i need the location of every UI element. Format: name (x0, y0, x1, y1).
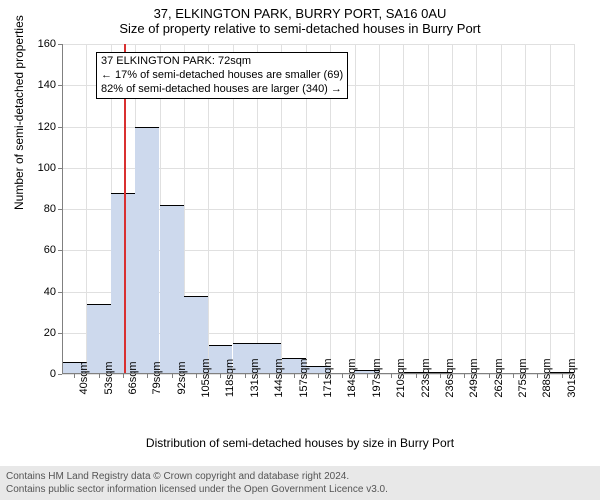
ytick-mark (58, 374, 62, 375)
xtick-label: 66sqm (127, 361, 139, 394)
ytick-label: 60 (44, 244, 56, 256)
xtick-label: 184sqm (346, 358, 358, 397)
xtick-label: 79sqm (151, 361, 163, 394)
ytick-label: 100 (38, 162, 56, 174)
xtick-label: 53sqm (103, 361, 115, 394)
annotation-line: 82% of semi-detached houses are larger (… (101, 83, 343, 97)
xtick-mark (196, 374, 197, 378)
xtick-label: 171sqm (322, 358, 334, 397)
annotation-line: ← 17% of semi-detached houses are smalle… (101, 69, 343, 83)
xtick-label: 131sqm (249, 358, 261, 397)
xtick-mark (220, 374, 221, 378)
xtick-mark (294, 374, 295, 378)
ytick-label: 140 (38, 79, 56, 91)
x-axis-label: Distribution of semi-detached houses by … (0, 436, 600, 450)
xtick-mark (489, 374, 490, 378)
xtick-mark (74, 374, 75, 378)
gridline-v (550, 44, 551, 374)
xtick-label: 275sqm (517, 358, 529, 397)
xtick-mark (318, 374, 319, 378)
footer-line-2: Contains public sector information licen… (6, 483, 594, 496)
x-axis (62, 373, 574, 374)
xtick-mark (513, 374, 514, 378)
xtick-label: 262sqm (493, 358, 505, 397)
ytick-label: 40 (44, 286, 56, 298)
chart-title-1: 37, ELKINGTON PARK, BURRY PORT, SA16 0AU (0, 0, 600, 21)
xtick-mark (342, 374, 343, 378)
xtick-label: 301sqm (566, 358, 578, 397)
gridline-v (355, 44, 356, 374)
xtick-mark (147, 374, 148, 378)
plot-area: 02040608010012014016040sqm53sqm66sqm79sq… (62, 44, 574, 374)
chart-container: 37, ELKINGTON PARK, BURRY PORT, SA16 0AU… (0, 0, 600, 500)
xtick-mark (537, 374, 538, 378)
annotation-box: 37 ELKINGTON PARK: 72sqm← 17% of semi-de… (96, 52, 348, 99)
footer-line-1: Contains HM Land Registry data © Crown c… (6, 470, 594, 483)
ytick-label: 0 (50, 368, 56, 380)
annotation-line: 37 ELKINGTON PARK: 72sqm (101, 55, 343, 69)
ytick-label: 20 (44, 327, 56, 339)
gridline-v (525, 44, 526, 374)
bar (135, 127, 159, 375)
xtick-label: 236sqm (444, 358, 456, 397)
xtick-mark (99, 374, 100, 378)
gridline-v (574, 44, 575, 374)
xtick-mark (123, 374, 124, 378)
xtick-mark (464, 374, 465, 378)
xtick-mark (245, 374, 246, 378)
bar (160, 205, 184, 374)
xtick-label: 210sqm (395, 358, 407, 397)
footer: Contains HM Land Registry data © Crown c… (0, 466, 600, 500)
bar (111, 193, 135, 375)
gridline-v (501, 44, 502, 374)
ytick-label: 160 (38, 38, 56, 50)
xtick-mark (440, 374, 441, 378)
xtick-mark (391, 374, 392, 378)
xtick-label: 157sqm (298, 358, 310, 397)
xtick-mark (269, 374, 270, 378)
ytick-label: 120 (38, 121, 56, 133)
y-axis-label: Number of semi-detached properties (12, 15, 26, 210)
gridline-v (476, 44, 477, 374)
gridline-v (403, 44, 404, 374)
xtick-mark (416, 374, 417, 378)
xtick-mark (172, 374, 173, 378)
gridline-v (452, 44, 453, 374)
gridline-h (62, 44, 574, 45)
xtick-label: 105sqm (200, 358, 212, 397)
xtick-label: 144sqm (273, 358, 285, 397)
xtick-label: 197sqm (371, 358, 383, 397)
xtick-label: 288sqm (541, 358, 553, 397)
xtick-label: 92sqm (176, 361, 188, 394)
xtick-label: 249sqm (468, 358, 480, 397)
y-axis (62, 44, 63, 374)
xtick-label: 118sqm (224, 359, 236, 397)
gridline-v (428, 44, 429, 374)
xtick-mark (367, 374, 368, 378)
xtick-label: 223sqm (420, 358, 432, 397)
xtick-label: 40sqm (78, 361, 90, 394)
ytick-label: 80 (44, 203, 56, 215)
xtick-mark (562, 374, 563, 378)
gridline-v (379, 44, 380, 374)
chart-title-2: Size of property relative to semi-detach… (0, 21, 600, 36)
